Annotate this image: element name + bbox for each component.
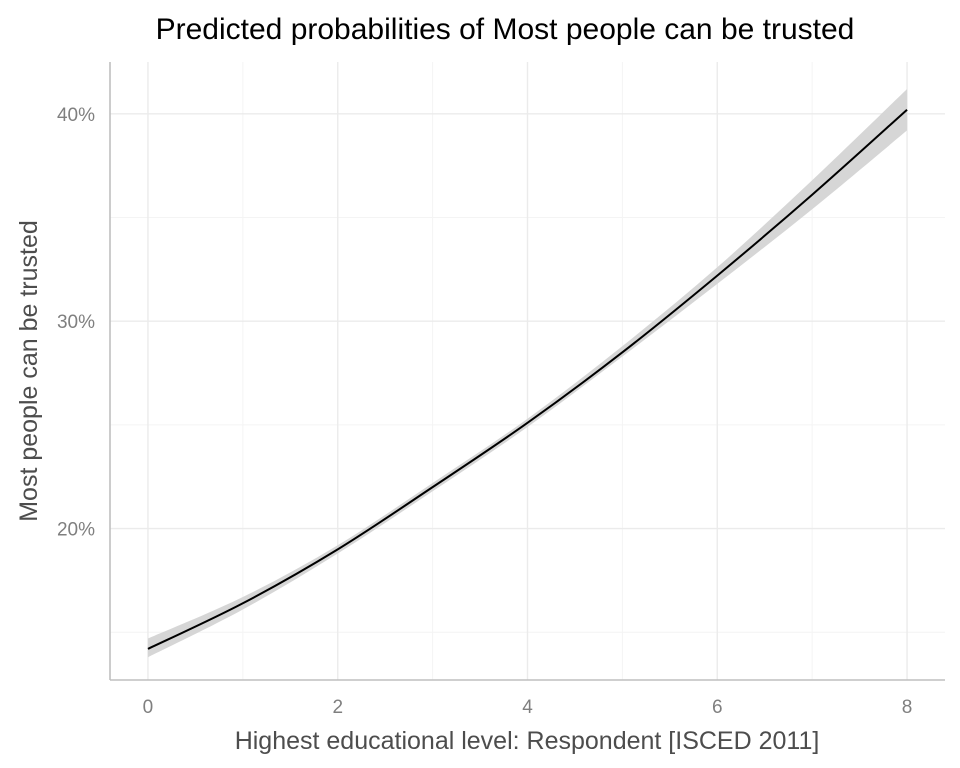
x-tick-label-3: 6 bbox=[712, 697, 723, 718]
y-tick-label-1: 30% bbox=[57, 312, 95, 333]
x-axis-ticks: 0 2 4 6 8 bbox=[143, 697, 913, 718]
y-axis-title: Most people can be trusted bbox=[15, 220, 43, 522]
y-axis-ticks: 20% 30% 40% bbox=[57, 105, 95, 541]
x-tick-label-4: 8 bbox=[902, 697, 913, 718]
x-axis-title: Highest educational level: Respondent [I… bbox=[235, 727, 820, 755]
series-line bbox=[147, 108, 908, 650]
x-tick-label-2: 4 bbox=[522, 697, 533, 718]
y-tick-label-0: 20% bbox=[57, 520, 95, 541]
chart-title: Predicted probabilities of Most people c… bbox=[156, 13, 855, 46]
y-tick-label-2: 40% bbox=[57, 105, 95, 126]
plot-area bbox=[110, 62, 945, 680]
major-gridlines bbox=[110, 62, 945, 680]
x-tick-label-1: 2 bbox=[332, 697, 343, 718]
x-tick-label-0: 0 bbox=[143, 697, 154, 718]
